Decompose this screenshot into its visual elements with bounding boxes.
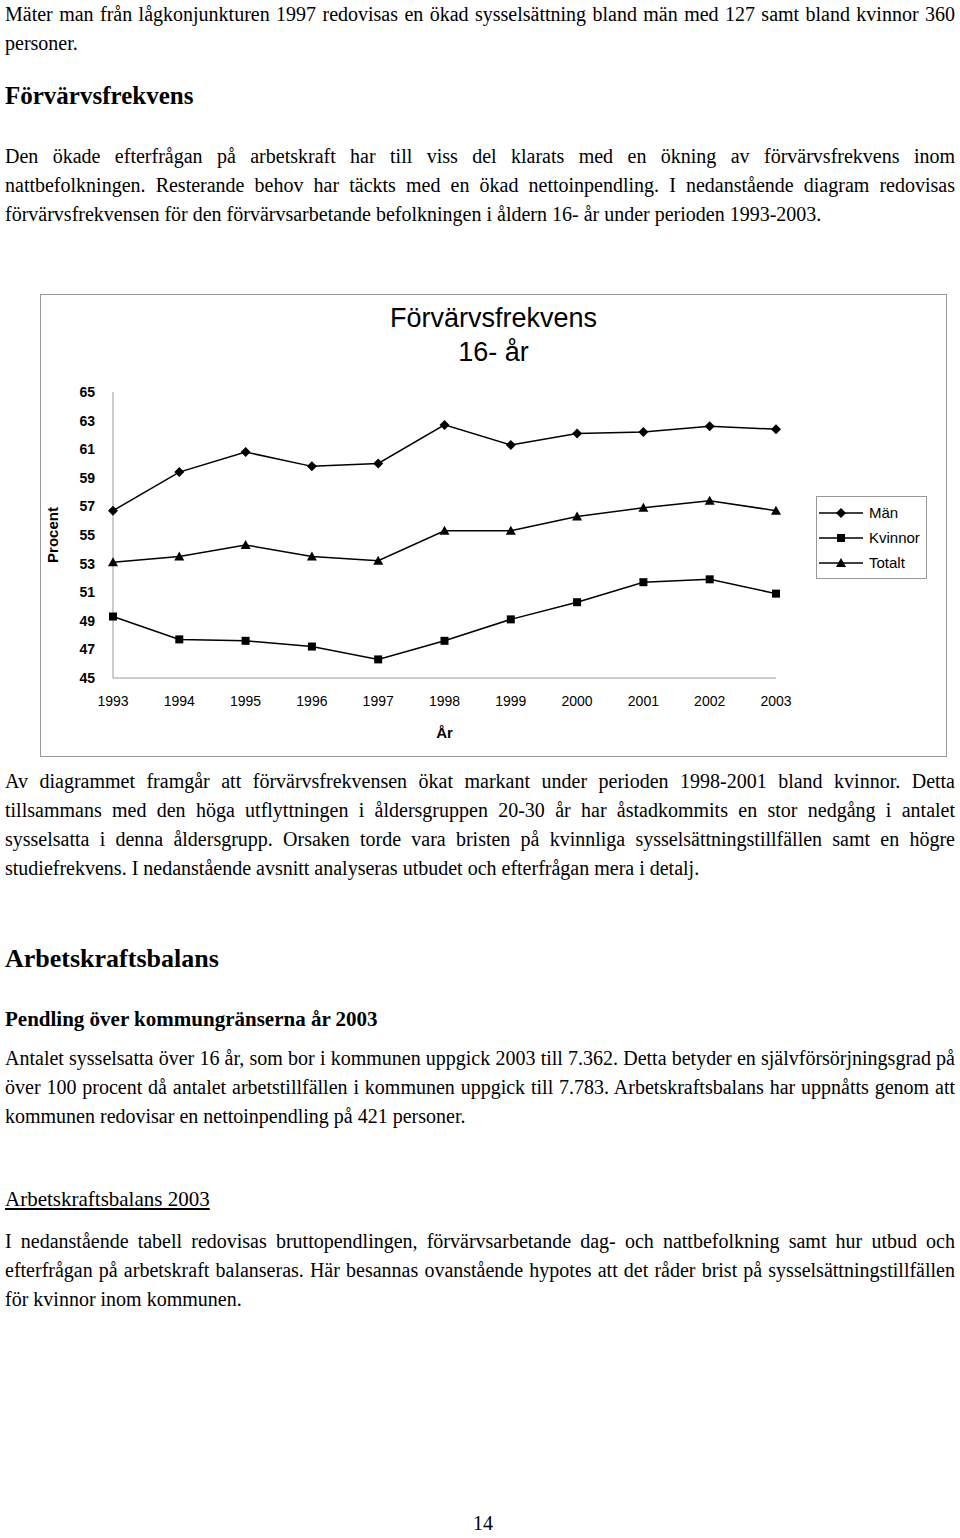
svg-text:61: 61 <box>79 441 95 457</box>
svg-text:1999: 1999 <box>495 693 526 709</box>
svg-text:1996: 1996 <box>296 693 327 709</box>
html-text:Män: Män <box>869 504 899 521</box>
svg-text:1993: 1993 <box>97 693 128 709</box>
svg-text:51: 51 <box>79 584 95 600</box>
html-text:Mäter man från lågkonjunkturen: Mäter man från lågkonjunkturen 1997 redo… <box>5 3 955 54</box>
svg-text:2003: 2003 <box>760 693 791 709</box>
html-text:Totalt: Totalt <box>869 554 905 571</box>
svg-text:1997: 1997 <box>363 693 394 709</box>
svg-text:47: 47 <box>79 641 95 657</box>
html-text:Pendling över kommungränserna: Pendling över kommungränserna år 2003 <box>5 1007 378 1031</box>
svg-text:59: 59 <box>79 470 95 486</box>
html-text:I nedanstående tabell redovisa: I nedanstående tabell redovisas bruttope… <box>5 1230 955 1310</box>
svg-text:49: 49 <box>79 613 95 629</box>
svg-text:65: 65 <box>79 384 95 400</box>
svg-text:53: 53 <box>79 556 95 572</box>
html-text:16- år: 16- år <box>458 337 529 367</box>
html-text:Arbetskraftsbalans 2003: Arbetskraftsbalans 2003 <box>5 1187 210 1211</box>
svg-text:45: 45 <box>79 670 95 686</box>
svg-text:1994: 1994 <box>164 693 195 709</box>
svg-text:1998: 1998 <box>429 693 460 709</box>
html-text:Arbetskraftsbalans: Arbetskraftsbalans <box>5 944 219 973</box>
svg-text:Procent: Procent <box>44 507 61 563</box>
html-text:Förvärvsfrekvens: Förvärvsfrekvens <box>5 82 194 109</box>
svg-text:63: 63 <box>79 413 95 429</box>
html-text:14: 14 <box>473 1512 493 1534</box>
svg-text:2002: 2002 <box>694 693 725 709</box>
svg-text:År: År <box>436 724 453 741</box>
html-text:Kvinnor: Kvinnor <box>869 529 920 546</box>
svg-text:57: 57 <box>79 498 95 514</box>
svg-text:55: 55 <box>79 527 95 543</box>
svg-text:2001: 2001 <box>628 693 659 709</box>
html-text:Antalet sysselsatta över 16 år: Antalet sysselsatta över 16 år, som bor … <box>5 1047 955 1127</box>
html-text:Av diagrammet framgår att förv: Av diagrammet framgår att förvärvsfrekve… <box>5 770 955 879</box>
html-text:Förvärvsfrekvens: Förvärvsfrekvens <box>390 303 597 333</box>
svg-text:1995: 1995 <box>230 693 261 709</box>
svg-text:2000: 2000 <box>562 693 593 709</box>
html-text:Den ökade efterfrågan på arbet: Den ökade efterfrågan på arbetskraft har… <box>5 145 955 225</box>
